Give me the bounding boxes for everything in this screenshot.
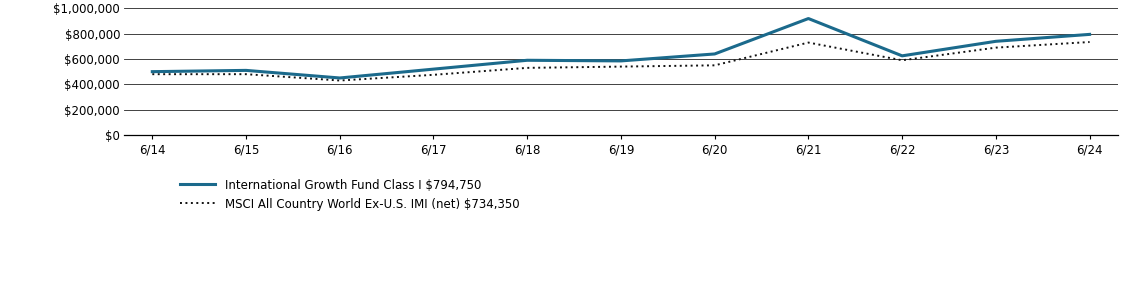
International Growth Fund Class I $794,750 (989, 40, 1003, 43)
MSCI All Country World Ex-U.S. IMI (net) $734,350 (989, 46, 1003, 49)
Line: MSCI All Country World Ex-U.S. IMI (net) $734,350: MSCI All Country World Ex-U.S. IMI (net)… (152, 42, 1089, 81)
MSCI All Country World Ex-U.S. IMI (net) $734,350 (239, 72, 253, 76)
International Growth Fund Class I $794,750 (802, 17, 815, 20)
MSCI All Country World Ex-U.S. IMI (net) $734,350 (708, 64, 721, 67)
MSCI All Country World Ex-U.S. IMI (net) $734,350 (1083, 40, 1096, 44)
International Growth Fund Class I $794,750 (520, 59, 534, 62)
International Growth Fund Class I $794,750 (333, 76, 347, 80)
International Growth Fund Class I $794,750 (146, 70, 159, 73)
Legend: International Growth Fund Class I $794,750, MSCI All Country World Ex-U.S. IMI (: International Growth Fund Class I $794,7… (180, 179, 519, 211)
International Growth Fund Class I $794,750 (614, 59, 628, 63)
MSCI All Country World Ex-U.S. IMI (net) $734,350 (802, 41, 815, 44)
International Growth Fund Class I $794,750 (1083, 33, 1096, 36)
Line: International Growth Fund Class I $794,750: International Growth Fund Class I $794,7… (152, 19, 1089, 78)
MSCI All Country World Ex-U.S. IMI (net) $734,350 (895, 59, 909, 62)
MSCI All Country World Ex-U.S. IMI (net) $734,350 (427, 73, 440, 76)
International Growth Fund Class I $794,750 (895, 54, 909, 58)
International Growth Fund Class I $794,750 (239, 69, 253, 72)
MSCI All Country World Ex-U.S. IMI (net) $734,350 (146, 72, 159, 76)
International Growth Fund Class I $794,750 (708, 52, 721, 56)
MSCI All Country World Ex-U.S. IMI (net) $734,350 (520, 66, 534, 70)
International Growth Fund Class I $794,750 (427, 67, 440, 71)
MSCI All Country World Ex-U.S. IMI (net) $734,350 (333, 79, 347, 82)
MSCI All Country World Ex-U.S. IMI (net) $734,350 (614, 65, 628, 68)
